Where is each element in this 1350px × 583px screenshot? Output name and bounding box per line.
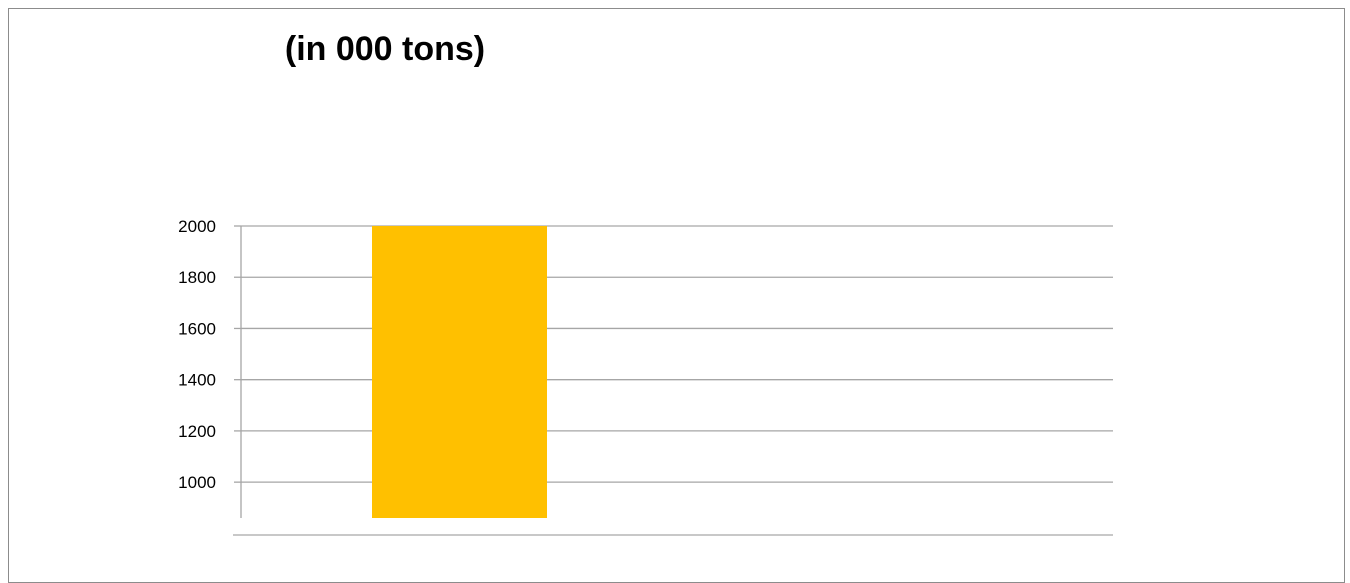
y-tick-label: 2000 [178, 217, 216, 236]
y-tick-label: 1600 [178, 319, 216, 338]
y-tick-label: 1800 [178, 268, 216, 287]
y-tick-label: 1000 [178, 473, 216, 492]
y-tick-label: 1400 [178, 371, 216, 390]
y-tick-label: 1200 [178, 422, 216, 441]
gridlines [241, 225, 1113, 483]
chart-frame [8, 8, 1345, 583]
chart-title: (in 000 tons) [284, 30, 486, 68]
bars [372, 226, 547, 518]
y-axis: 1000 1200 1400 1600 1800 2000 [178, 217, 1113, 536]
bar [372, 226, 547, 518]
